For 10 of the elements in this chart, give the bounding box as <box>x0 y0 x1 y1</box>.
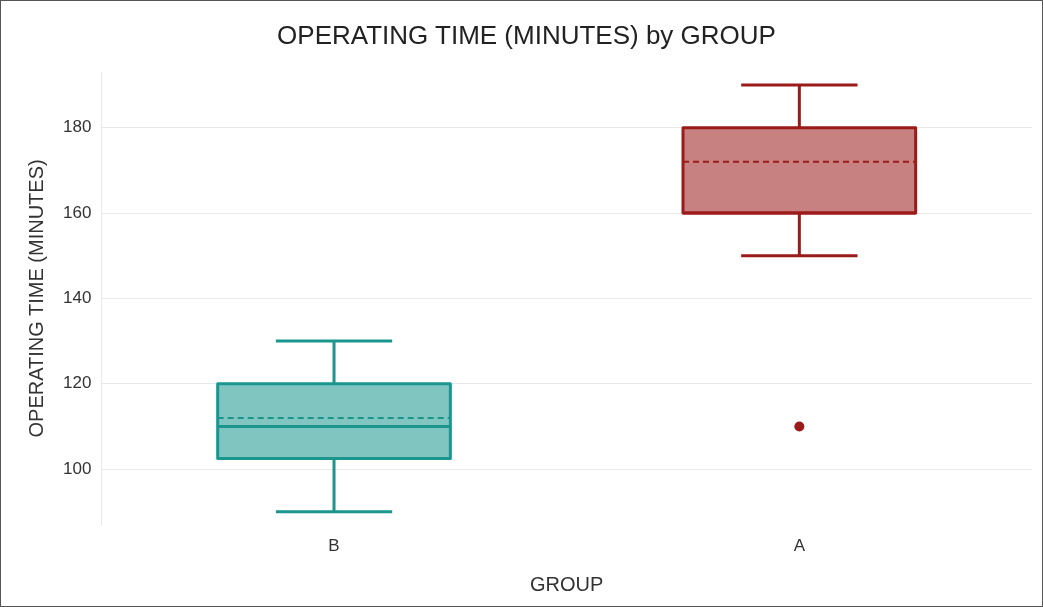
y-tick-label: 160 <box>62 202 92 222</box>
x-tick-label: B <box>328 536 340 556</box>
y-tick-label: 100 <box>62 458 92 478</box>
y-tick-label: 180 <box>62 117 92 137</box>
x-axis-title: GROUP <box>530 572 604 595</box>
chart-title: OPERATING TIME (MINUTES) by GROUP <box>277 19 776 50</box>
x-tick-label: A <box>793 536 806 556</box>
y-axis-title: OPERATING TIME (MINUTES) <box>24 159 47 438</box>
y-tick-label: 140 <box>62 288 92 308</box>
y-tick-label: 120 <box>62 373 92 393</box>
